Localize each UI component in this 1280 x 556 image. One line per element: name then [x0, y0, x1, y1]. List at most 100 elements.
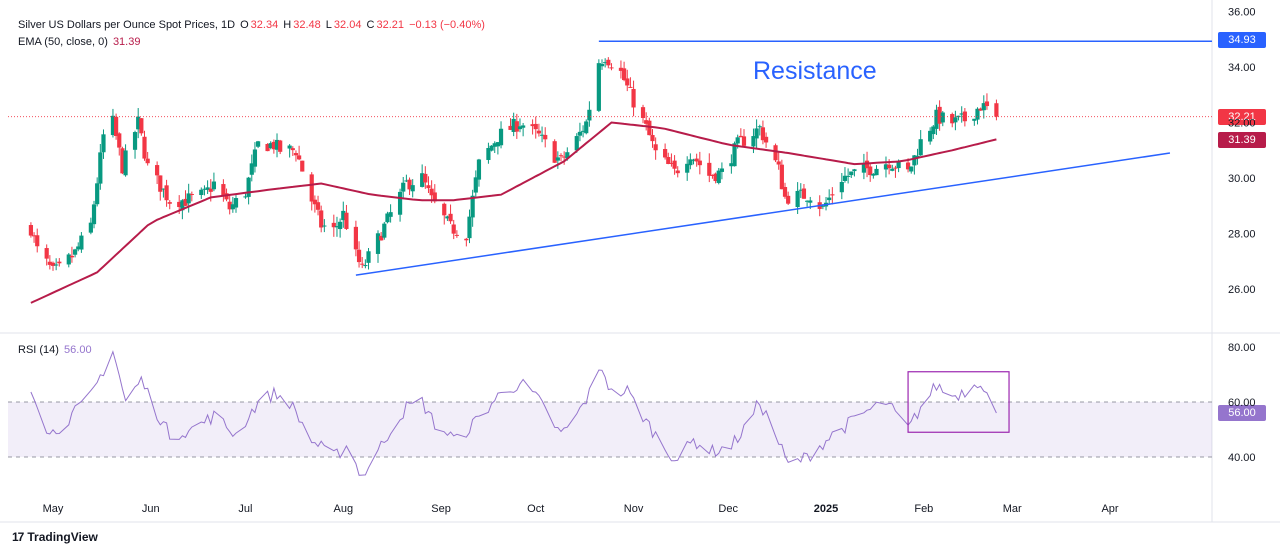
chart-legend-main: Silver US Dollars per Ounce Spot Prices,…	[18, 18, 487, 32]
tradingview-brand: TradingView	[27, 530, 98, 544]
rsi-label: RSI (14)	[18, 344, 59, 356]
candle-body	[565, 152, 570, 159]
candle-body	[224, 193, 229, 200]
change-value: −0.13 (−0.40%)	[409, 19, 485, 31]
candle-body	[271, 141, 276, 150]
ema-legend[interactable]: EMA (50, close, 0) 31.39	[18, 35, 142, 49]
candle-body	[883, 164, 889, 170]
candle-body	[375, 233, 381, 254]
time-tick-label: Apr	[1101, 503, 1118, 515]
candle-body	[249, 163, 254, 175]
candle-body	[410, 185, 415, 192]
support-trendline	[355, 152, 1171, 276]
candle-body	[91, 204, 97, 225]
ema-price-tag: 31.39	[1218, 132, 1266, 148]
candle-body	[132, 132, 138, 150]
candle-body	[495, 142, 500, 147]
time-tick-label: Aug	[333, 503, 353, 515]
candle-body	[628, 86, 633, 88]
candle-body	[404, 180, 409, 182]
candle-body	[227, 201, 232, 210]
candle-body	[890, 168, 895, 171]
candle-body	[517, 126, 523, 130]
candle-body	[356, 249, 362, 263]
candle-body	[183, 198, 188, 206]
candle-body	[385, 213, 390, 223]
rsi-band	[8, 402, 1212, 457]
candle-body	[773, 145, 778, 161]
candle-body	[871, 173, 876, 176]
tradingview-footer[interactable]: 17 TradingView	[12, 530, 98, 544]
rsi-highlight-box	[907, 371, 1010, 433]
candle-body	[489, 145, 494, 151]
rsi-legend[interactable]: RSI (14) 56.00	[18, 343, 94, 357]
ema-50-line	[30, 121, 997, 304]
candle-body	[278, 140, 283, 152]
candle-body	[341, 210, 346, 221]
candle-body	[909, 166, 914, 172]
candle-body	[801, 188, 807, 199]
candle-body	[984, 101, 990, 107]
candle-body	[161, 188, 166, 190]
resistance-price-tag: 34.93	[1218, 32, 1266, 48]
candle-body	[492, 143, 497, 147]
rsi-value: 56.00	[64, 344, 92, 356]
candle-body	[429, 188, 434, 196]
rsi-line	[30, 350, 997, 476]
candle-body	[208, 188, 213, 192]
candle-body	[959, 113, 964, 115]
candle-body	[741, 136, 747, 146]
high-value: 32.48	[293, 19, 321, 31]
candle-body	[776, 161, 781, 165]
time-tick-label: Sep	[431, 503, 451, 515]
candle-body	[552, 141, 557, 163]
candle-body	[407, 179, 412, 190]
candle-body	[47, 261, 52, 265]
candle-body	[940, 112, 945, 123]
time-tick-label: Oct	[527, 503, 544, 515]
candle-body	[322, 225, 327, 227]
candle-body	[732, 143, 737, 167]
candle-body	[300, 160, 305, 172]
candle-body	[757, 126, 762, 128]
candle-body	[596, 63, 601, 111]
candle-body	[110, 115, 116, 136]
candle-body	[44, 248, 49, 259]
candle-body	[887, 164, 892, 169]
price-tick-label: 28.00	[1228, 229, 1256, 241]
candle-body	[609, 67, 614, 69]
candle-body	[839, 181, 844, 193]
candle-body	[388, 212, 393, 217]
candle-body	[786, 195, 791, 204]
candle-body	[804, 200, 810, 202]
candle-body	[315, 202, 321, 210]
candle-body	[120, 148, 125, 174]
candle-body	[530, 124, 535, 127]
candle-body	[719, 168, 725, 172]
symbol-title[interactable]: Silver US Dollars per Ounce Spot Prices,…	[18, 19, 236, 31]
candle-body	[852, 169, 857, 172]
candle-body	[580, 130, 586, 132]
candle-body	[293, 153, 299, 156]
candle-body	[464, 238, 469, 241]
candle-body	[265, 143, 270, 152]
candle-body	[114, 116, 119, 136]
candle-body	[928, 130, 933, 142]
candle-body	[697, 160, 702, 166]
candle-body	[754, 128, 759, 139]
candle-body	[136, 116, 141, 130]
candle-body	[669, 162, 674, 164]
candle-body	[423, 173, 428, 183]
candle-body	[562, 156, 567, 158]
candle-body	[521, 125, 526, 128]
candle-body	[953, 117, 958, 123]
candle-body	[972, 118, 977, 121]
candle-body	[101, 134, 106, 153]
time-tick-label: Jun	[142, 503, 160, 515]
candle-body	[470, 195, 475, 218]
candle-body	[694, 158, 699, 162]
candle-body	[473, 177, 478, 193]
candle-body	[950, 114, 955, 124]
rsi-tick-label: 80.00	[1228, 342, 1256, 354]
